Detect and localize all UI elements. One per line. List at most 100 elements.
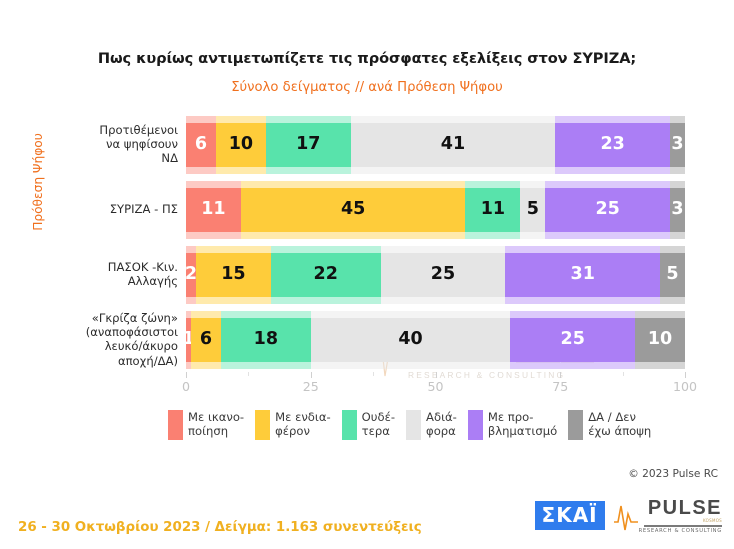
legend-item[interactable]: Ουδέ- τερα bbox=[341, 410, 395, 440]
bar-segment[interactable]: 23 bbox=[555, 122, 671, 167]
bar-value-label: 45 bbox=[340, 198, 366, 219]
legend-swatch bbox=[406, 410, 422, 440]
x-tick-major bbox=[435, 372, 437, 378]
bar-segment[interactable]: 18 bbox=[220, 317, 311, 362]
page-title: Πως κυρίως αντιμετωπίζετε τις πρόσφατες … bbox=[97, 50, 637, 67]
legend-swatch bbox=[255, 410, 271, 440]
gridline bbox=[248, 112, 250, 372]
bar-value-label: 17 bbox=[296, 133, 321, 154]
legend-swatch bbox=[568, 410, 584, 440]
bar-value-label: 6 bbox=[194, 133, 208, 154]
copyright-text: © 2023 Pulse RC bbox=[628, 468, 718, 480]
bar-segment[interactable]: 11 bbox=[186, 187, 241, 232]
x-tick-major bbox=[186, 372, 187, 378]
bar-segment[interactable]: 15 bbox=[195, 252, 271, 297]
gridline bbox=[622, 112, 624, 372]
bar-segment[interactable]: 5 bbox=[660, 252, 685, 297]
bar-segment[interactable]: 10 bbox=[215, 122, 266, 167]
bar-value-label: 3 bbox=[671, 133, 684, 154]
bar-value-label: 15 bbox=[221, 263, 246, 284]
fieldwork-note: 26 - 30 Οκτωβρίου 2023 / Δείγμα: 1.163 σ… bbox=[18, 520, 422, 535]
category-label: ΣΥΡΙΖΑ - ΠΣ bbox=[109, 202, 178, 217]
bar-segment[interactable]: 2 bbox=[184, 252, 198, 297]
x-tick-label: 0 bbox=[181, 379, 191, 394]
gridline bbox=[560, 112, 562, 372]
bar-value-label: 6 bbox=[199, 328, 213, 349]
bar-segment[interactable]: 31 bbox=[505, 252, 661, 297]
category-label: «Γκρίζα ζώνη» (αναποφάσιστοι λευκό/άκυρο… bbox=[85, 311, 178, 368]
page-subtitle: Σύνολο δείγματος // ανά Πρόθεση Ψήφου bbox=[231, 80, 503, 95]
x-tick-label: 50 bbox=[427, 379, 444, 394]
bar-segment[interactable]: 6 bbox=[186, 122, 216, 167]
legend-label: Αδιά- φορα bbox=[426, 410, 457, 439]
x-tick-minor bbox=[622, 372, 624, 376]
bar-segment[interactable]: 22 bbox=[270, 252, 381, 297]
x-tick-minor bbox=[373, 372, 375, 376]
bar-value-label: 25 bbox=[560, 328, 585, 349]
bar-value-label: 18 bbox=[253, 328, 278, 349]
y-axis-title: Πρόθεση Ψήφου bbox=[31, 133, 45, 231]
legend-item[interactable]: Με ικανο- ποίηση bbox=[168, 410, 244, 440]
chart-legend: Με ικανο- ποίηση Με ενδια- φέρον Ουδέ- τερ… bbox=[168, 410, 651, 440]
bar-segment[interactable]: 25 bbox=[380, 252, 506, 297]
bar-value-label: 41 bbox=[440, 133, 466, 154]
x-tick-major bbox=[685, 372, 686, 378]
legend-item[interactable]: Με ενδια- φέρον bbox=[255, 410, 331, 440]
x-tick-label: 25 bbox=[302, 379, 319, 394]
legend-label: Με προ- βληματισμό bbox=[487, 410, 558, 439]
bar-row[interactable]: 6 10 17 41 23 3 bbox=[186, 122, 685, 167]
bar-value-label: 2 bbox=[184, 263, 198, 284]
pulse-logo-text: PULSE bbox=[647, 496, 722, 519]
gridline bbox=[310, 112, 312, 372]
bar-value-label: 5 bbox=[526, 198, 539, 219]
bar-segment[interactable]: 6 bbox=[190, 317, 221, 362]
bar-value-label: 5 bbox=[666, 263, 679, 284]
gridline bbox=[497, 112, 499, 372]
bar-value-label: 25 bbox=[430, 263, 456, 284]
x-tick-major bbox=[310, 372, 312, 378]
bar-segment[interactable]: 5 bbox=[520, 187, 546, 232]
bar-segment[interactable]: 10 bbox=[635, 317, 685, 362]
bar-value-label: 25 bbox=[595, 198, 620, 219]
gridline bbox=[186, 112, 187, 372]
pulse-waveform-icon bbox=[613, 505, 638, 531]
bar-value-label: 3 bbox=[671, 198, 684, 219]
x-tick-label: 75 bbox=[552, 379, 569, 394]
bar-row[interactable]: 11 45 11 5 25 3 bbox=[186, 187, 685, 232]
x-tick-minor bbox=[497, 372, 499, 376]
bar-row[interactable]: 1 6 18 40 25 10 bbox=[182, 317, 685, 362]
legend-item[interactable]: Αδιά- φορα bbox=[406, 410, 457, 440]
bar-segment[interactable]: 17 bbox=[265, 122, 351, 167]
legend-swatch bbox=[467, 410, 483, 440]
x-tick-major bbox=[560, 372, 562, 378]
legend-label: ΔΑ / Δεν έχω άποψη bbox=[588, 410, 652, 439]
bar-value-label: 10 bbox=[647, 328, 673, 349]
pulse-kosmos-text: KOSMOS bbox=[702, 517, 722, 523]
pulse-logo: PULSE KOSMOS RESEARCH & CONSULTING bbox=[613, 496, 722, 534]
bar-segment[interactable]: 11 bbox=[465, 187, 521, 232]
logo-group: ΣΚΑΪ PULSE KOSMOS RESEARCH & CONSULTING bbox=[534, 496, 722, 534]
legend-item[interactable]: Με προ- βληματισμό bbox=[467, 410, 558, 440]
bar-segment[interactable]: 3 bbox=[670, 122, 685, 167]
legend-item[interactable]: ΔΑ / Δεν έχω άποψη bbox=[568, 410, 651, 440]
bar-segment[interactable]: 41 bbox=[350, 122, 556, 167]
bar-segment[interactable]: 25 bbox=[545, 187, 671, 232]
legend-label: Με ικανο- ποίηση bbox=[188, 410, 245, 439]
bar-segment[interactable]: 40 bbox=[310, 317, 511, 362]
pulse-tagline: RESEARCH & CONSULTING bbox=[638, 528, 722, 534]
bar-segment[interactable]: 3 bbox=[670, 187, 685, 232]
bar-value-label: 40 bbox=[398, 328, 423, 349]
bar-segment[interactable]: 25 bbox=[510, 317, 636, 362]
bar-segment[interactable]: 45 bbox=[240, 187, 466, 232]
skai-logo: ΣΚΑΪ bbox=[534, 500, 605, 530]
bar-row[interactable]: 2 15 22 25 31 5 bbox=[184, 252, 685, 297]
bar-value-label: 22 bbox=[313, 263, 338, 284]
x-tick-minor bbox=[248, 372, 250, 376]
legend-label: Με ενδια- φέρον bbox=[275, 410, 331, 439]
pulse-logo-rule bbox=[644, 524, 722, 527]
x-tick-label: 100 bbox=[672, 379, 698, 394]
category-label: ΠΑΣΟΚ -Κιν. Αλλαγής bbox=[107, 260, 178, 289]
legend-swatch bbox=[168, 410, 183, 440]
bar-value-label: 11 bbox=[480, 198, 506, 219]
